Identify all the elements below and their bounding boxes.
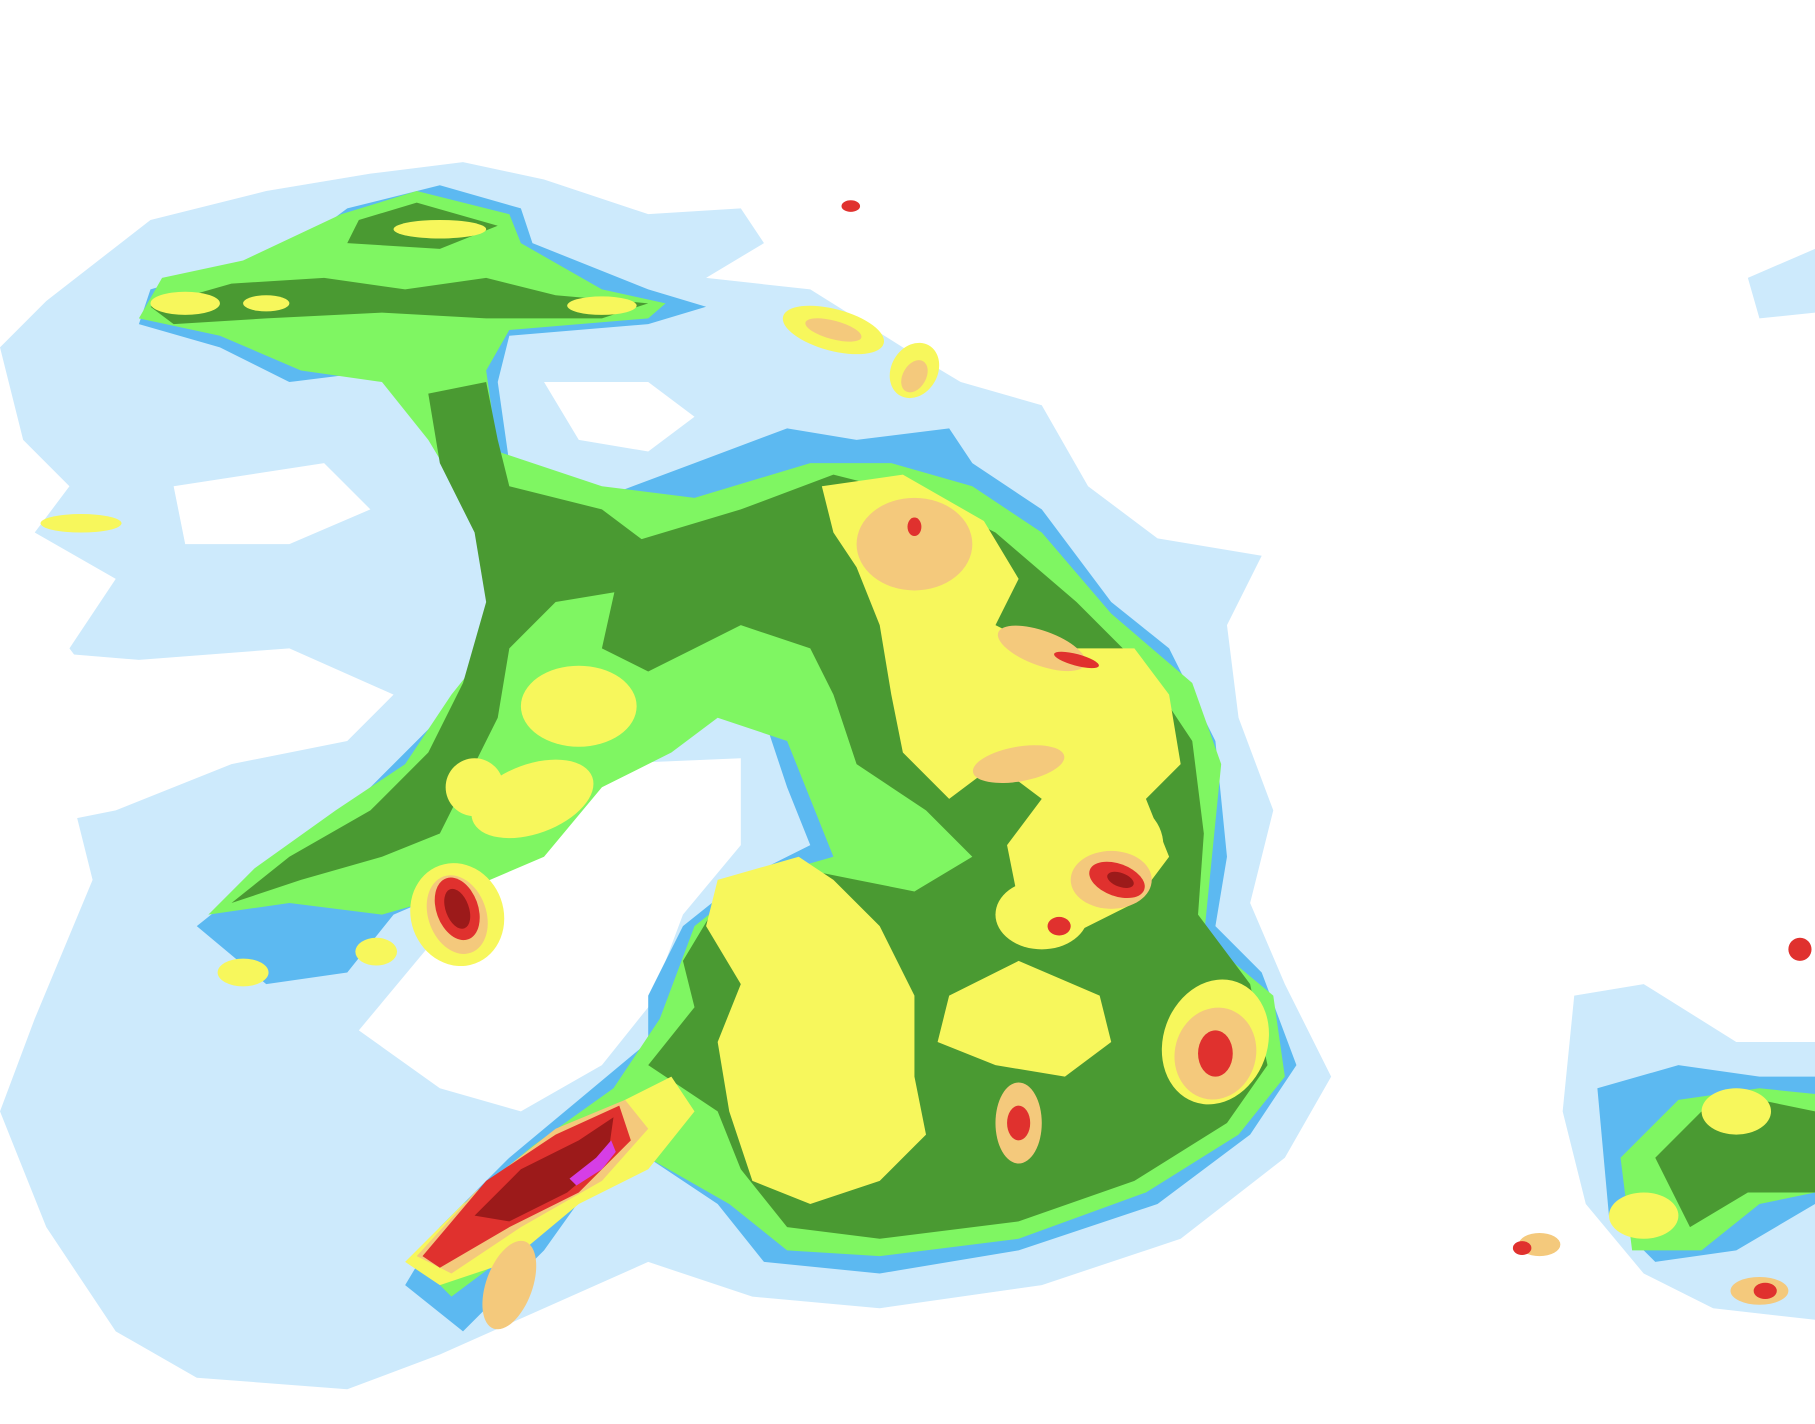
echo-cell-heavy [805, 318, 862, 342]
echo-cell-heavy [972, 745, 1065, 783]
no-echo-gap [544, 382, 695, 452]
echo-cell-moderate-heavy [567, 296, 637, 315]
echo-cell-very-heavy [1753, 1282, 1777, 1299]
echo-cell-moderate-heavy [393, 219, 487, 239]
echo-cell-moderate-heavy [243, 295, 290, 312]
no-echo-gap [0, 648, 394, 834]
echo-cell-heavy [856, 497, 973, 591]
echo-level-moderate-heavy [937, 960, 1112, 1077]
echo-cell-very-heavy [1512, 1241, 1532, 1255]
echo-cell-moderate-heavy [445, 758, 504, 817]
echo-cell-moderate-heavy [40, 514, 122, 533]
echo-cell-very-heavy [1788, 937, 1812, 961]
echo-cell-heavy [482, 1240, 537, 1330]
echo-cell-very-heavy [1198, 1030, 1233, 1077]
echo-cell-very-heavy [1054, 651, 1099, 669]
echo-level-intense [474, 1117, 614, 1222]
echo-cell-intense [444, 888, 471, 929]
echo-cell-intense [1107, 871, 1134, 888]
echo-cell-very-heavy [1047, 916, 1071, 936]
echo-level-extreme [569, 1140, 616, 1186]
echo-level-moderate [150, 277, 649, 325]
echo-cell-moderate-heavy [1608, 1192, 1679, 1239]
echo-cell-very-heavy [841, 200, 861, 212]
echo-cell-heavy [901, 360, 928, 393]
echo-level-very-light [1747, 248, 1815, 319]
echo-cell-moderate-heavy [520, 665, 637, 747]
echo-cell-moderate-heavy [217, 958, 269, 987]
echo-cell-very-heavy [1007, 1105, 1031, 1141]
no-echo-gap [173, 463, 371, 545]
echo-cell-moderate-heavy [1701, 1088, 1772, 1135]
echo-cell-very-heavy [907, 517, 922, 537]
echo-level-moderate [1655, 1099, 1815, 1228]
no-echo-gap [358, 758, 741, 1112]
echo-level-moderate-heavy [706, 856, 927, 1205]
echo-cell-moderate-heavy [355, 937, 398, 966]
echo-level-moderate [231, 382, 649, 904]
echo-cell-moderate-heavy [150, 291, 220, 315]
